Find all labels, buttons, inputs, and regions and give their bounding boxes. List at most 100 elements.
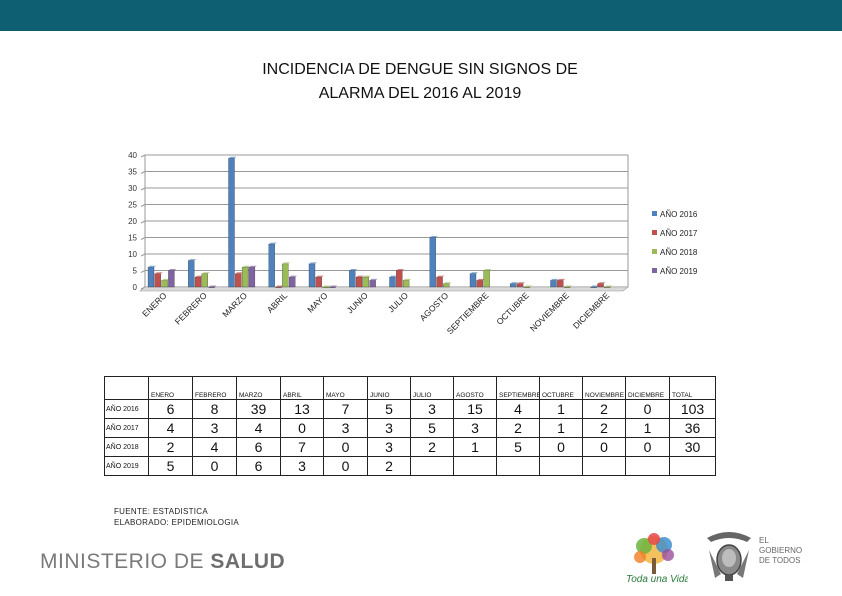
table-row-label: AÑO 2017: [104, 418, 149, 438]
bar: [168, 270, 175, 288]
bar: [469, 273, 477, 288]
bar-top: [510, 282, 519, 284]
table-cell: 15: [453, 399, 497, 419]
chart-floor: [139, 286, 629, 292]
table-cell: 3: [453, 418, 497, 438]
bar-top: [315, 275, 324, 278]
source-note: FUENTE: ESTADISTICA ELABORADO: EPIDEMIOL…: [114, 506, 239, 528]
legend-swatch: [652, 268, 657, 273]
legend-swatch: [652, 249, 657, 254]
y-tick-label: 15: [128, 234, 137, 243]
bar-top: [523, 285, 532, 287]
table-cell: 6: [236, 456, 281, 476]
x-tick-label: OCTUBRE: [494, 290, 531, 327]
table-cell: 0: [323, 456, 368, 476]
table-cell: 7: [280, 437, 324, 457]
bar-top: [443, 282, 452, 284]
bar-chart: 0 5 10 15 20 25 30 35 40 ENERO FEBRERO MARZO ABRIL MA…: [128, 151, 698, 336]
legend-swatch: [652, 230, 657, 235]
y-tick-label: 20: [128, 217, 137, 226]
bar-top: [429, 236, 438, 238]
table-cell: 6: [236, 437, 281, 457]
bar: [154, 273, 161, 288]
bar: [597, 283, 604, 288]
table-cell: 39: [236, 399, 281, 419]
gov-line-2: GOBIERNO: [759, 546, 803, 555]
bar: [590, 286, 597, 288]
government-logo: EL GOBIERNO DE TODOS: [759, 536, 802, 566]
bar-top: [195, 275, 204, 278]
y-tick-label: 5: [133, 267, 138, 276]
bar-top: [356, 275, 365, 278]
table-cell: [539, 456, 583, 476]
bar: [288, 276, 296, 288]
bar-top: [403, 278, 412, 281]
bar-top: [564, 285, 573, 287]
bar-top: [362, 275, 371, 278]
bar: [308, 263, 316, 288]
bar: [389, 276, 396, 288]
table-cell: 0: [192, 456, 237, 476]
table-cell: [625, 456, 670, 476]
ministry-name-light: MINISTERIO DE: [40, 550, 211, 573]
bar: [315, 276, 322, 288]
table-header-cell: SEPTIEMBRE: [496, 376, 540, 400]
bar-top: [436, 275, 445, 278]
table-cell: 7: [323, 399, 368, 419]
title-line-2: ALARMA DEL 2016 AL 2019: [318, 85, 522, 102]
legend-label: AÑO 2017: [660, 229, 698, 238]
data-table: ENERO FEBRERO MARZO ABRIL MAYO JUNIO JULIO AGOS…: [104, 376, 716, 476]
bar-top: [208, 285, 217, 287]
table-row-label: AÑO 2018: [104, 437, 149, 457]
bar-top: [248, 265, 257, 268]
bar-top: [168, 269, 177, 271]
bar-top: [476, 278, 485, 281]
bar: [443, 283, 450, 288]
table-row: AÑO 2019 5 0 6 3 0 2: [104, 456, 716, 476]
table-header-cell: TOTAL: [669, 376, 716, 400]
bar-top: [550, 278, 559, 281]
bar-top: [483, 269, 492, 271]
table-cell: [669, 456, 716, 476]
y-tick-label: 40: [128, 151, 137, 160]
table-cell: 1: [539, 399, 583, 419]
gov-line-1: EL: [759, 536, 769, 545]
table-cell: 4: [148, 418, 193, 438]
x-tick-label: AGOSTO: [418, 290, 451, 323]
table-cell: 5: [496, 437, 540, 457]
bar: [282, 263, 289, 288]
bar: [188, 260, 195, 288]
bar: [241, 267, 249, 288]
table-cell: 0: [323, 437, 368, 457]
bar: [563, 286, 571, 288]
table-cell: 2: [148, 437, 193, 457]
bar: [429, 237, 436, 288]
table-cell: 5: [148, 456, 193, 476]
table-cell: 13: [280, 399, 324, 419]
x-tick-label: MAYO: [305, 290, 330, 315]
table-cell: 5: [410, 418, 454, 438]
bar-top: [154, 272, 163, 274]
gridline-depth: [140, 171, 146, 174]
table-header-cell: JUNIO: [367, 376, 411, 400]
gridline-depth: [140, 270, 146, 273]
bar: [329, 286, 336, 288]
gridline-depth: [140, 154, 146, 158]
y-tick-label: 25: [128, 201, 137, 210]
table-cell: 2: [410, 437, 454, 457]
gov-line-3: DE TODOS: [759, 556, 801, 565]
gridline-depth: [140, 253, 146, 257]
table-cell: 1: [539, 418, 583, 438]
table-header-cell: ABRIL: [280, 376, 324, 400]
table-cell: 0: [625, 399, 670, 419]
table-header-cell: OCTUBRE: [539, 376, 583, 400]
gridline-depth: [140, 187, 146, 191]
bar-top: [389, 275, 398, 278]
bar-top: [557, 278, 566, 281]
bar-top: [275, 285, 284, 287]
ministry-logo: MINISTERIO DE SALUD: [40, 550, 285, 574]
table-header-cell: MAYO: [323, 376, 368, 400]
bar-top: [349, 269, 358, 271]
bar-top: [268, 242, 277, 245]
bar: [436, 276, 443, 288]
